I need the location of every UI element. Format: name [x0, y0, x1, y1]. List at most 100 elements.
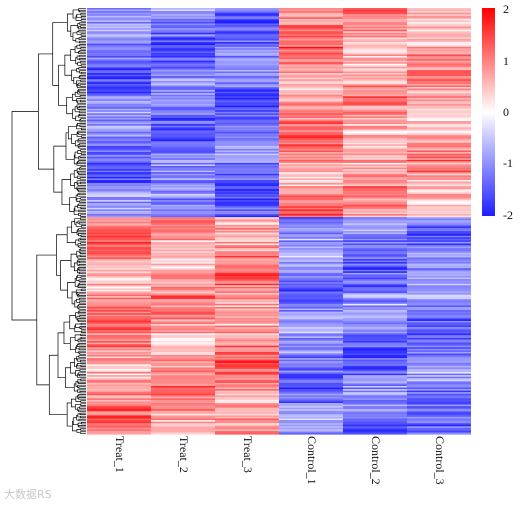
- heatmap-cell: [343, 420, 407, 423]
- heatmap-cell: [279, 339, 343, 342]
- heatmap-cell: [407, 105, 471, 108]
- heatmap-cell: [407, 418, 471, 421]
- heatmap-cell: [215, 43, 279, 46]
- heatmap-cell: [151, 45, 215, 48]
- heatmap-cell: [151, 314, 215, 317]
- heatmap-cell: [151, 138, 215, 141]
- heatmap-cell: [87, 410, 151, 413]
- heatmap-cell: [151, 102, 215, 105]
- heatmap-cell: [87, 108, 151, 111]
- heatmap-cell: [343, 389, 407, 392]
- heatmap-cell: [87, 268, 151, 271]
- heatmap-cell: [407, 69, 471, 73]
- heatmap-cell: [407, 257, 471, 260]
- heatmap-cell: [215, 310, 279, 313]
- heatmap-cell: [215, 379, 279, 382]
- heatmap-cell: [215, 105, 279, 108]
- dendrogram-branch: [78, 355, 86, 358]
- heatmap-cell: [151, 418, 215, 421]
- heatmap-cell: [151, 156, 215, 159]
- heatmap-cell: [87, 88, 151, 91]
- heatmap-cell: [407, 56, 471, 59]
- heatmap-cell: [407, 158, 471, 161]
- heatmap-cell: [343, 300, 407, 303]
- heatmap-cell: [343, 231, 407, 234]
- heatmap-cell: [151, 308, 215, 311]
- dendrogram-branch: [76, 276, 79, 281]
- heatmap-cell: [279, 299, 343, 302]
- heatmap-cell: [343, 91, 407, 94]
- heatmap-cell: [215, 362, 279, 365]
- heatmap-cell: [151, 65, 215, 68]
- heatmap-cell: [407, 119, 471, 122]
- heatmap-cell: [343, 74, 407, 77]
- heatmap-cell: [151, 410, 215, 413]
- heatmap-cell: [87, 8, 151, 11]
- heatmap-cell: [215, 35, 279, 39]
- heatmap-cell: [215, 97, 279, 100]
- heatmap-cell: [87, 416, 151, 420]
- heatmap-cell: [151, 299, 215, 302]
- heatmap-cell: [407, 38, 471, 42]
- heatmap-cell: [279, 11, 343, 14]
- heatmap-cell: [343, 319, 407, 322]
- heatmap-cell: [343, 48, 407, 51]
- dendrogram-branch: [79, 40, 86, 44]
- heatmap-cell: [407, 254, 471, 257]
- heatmap-cell: [343, 122, 407, 125]
- heatmap-cell: [151, 412, 215, 415]
- heatmap-cell: [151, 49, 215, 52]
- heatmap-cell: [215, 390, 279, 393]
- heatmap-cell: [215, 375, 279, 378]
- heatmap-cell: [343, 379, 407, 382]
- heatmap-cell: [407, 173, 471, 176]
- heatmap-cell: [151, 23, 215, 26]
- heatmap-cell: [87, 255, 151, 258]
- heatmap-cell: [343, 18, 407, 21]
- heatmap-cell: [279, 330, 343, 333]
- heatmap-cell: [151, 83, 215, 87]
- heatmap-cell: [343, 166, 407, 169]
- heatmap-cell: [343, 418, 407, 421]
- dendrogram-branch: [80, 25, 86, 28]
- heatmap-cell: [407, 280, 471, 283]
- heatmap-cell: [151, 238, 215, 241]
- heatmap-cell: [279, 424, 343, 427]
- heatmap-cell: [151, 32, 215, 35]
- heatmap-cell: [87, 376, 151, 379]
- heatmap-cell: [151, 147, 215, 150]
- dendrogram-branch: [80, 16, 86, 19]
- column-label-treat-3: Treat_3: [241, 436, 255, 473]
- heatmap-cell: [343, 158, 407, 161]
- heatmap-cell: [343, 35, 407, 39]
- dendrogram-branch: [80, 61, 86, 64]
- heatmap-cell: [407, 327, 471, 330]
- heatmap-cell: [215, 368, 279, 372]
- heatmap-cell: [151, 18, 215, 21]
- heatmap-cell: [87, 147, 151, 150]
- heatmap-cell: [215, 251, 279, 254]
- heatmap-cell: [215, 320, 279, 324]
- heatmap-cell: [407, 409, 471, 412]
- heatmap-cell: [279, 416, 343, 420]
- heatmap-cell: [343, 416, 407, 420]
- heatmap-cell: [343, 344, 407, 347]
- heatmap-cell: [215, 350, 279, 353]
- heatmap-cell: [87, 162, 151, 166]
- dendrogram-branch: [70, 253, 77, 268]
- heatmap-cell: [87, 339, 151, 342]
- heatmap-cell: [407, 153, 471, 156]
- heatmap-cell: [343, 313, 407, 316]
- heatmap-cell: [87, 319, 151, 322]
- heatmap-cell: [87, 56, 151, 59]
- heatmap-cell: [87, 60, 151, 63]
- heatmap-cell: [343, 341, 407, 344]
- heatmap-cell: [87, 283, 151, 286]
- heatmap-cell: [279, 178, 343, 181]
- heatmap-cell: [151, 88, 215, 91]
- heatmap-cell: [343, 258, 407, 262]
- heatmap-cell: [87, 348, 151, 351]
- heatmap-cell: [87, 93, 151, 96]
- heatmap-cell: [87, 407, 151, 410]
- heatmap-cell: [87, 190, 151, 193]
